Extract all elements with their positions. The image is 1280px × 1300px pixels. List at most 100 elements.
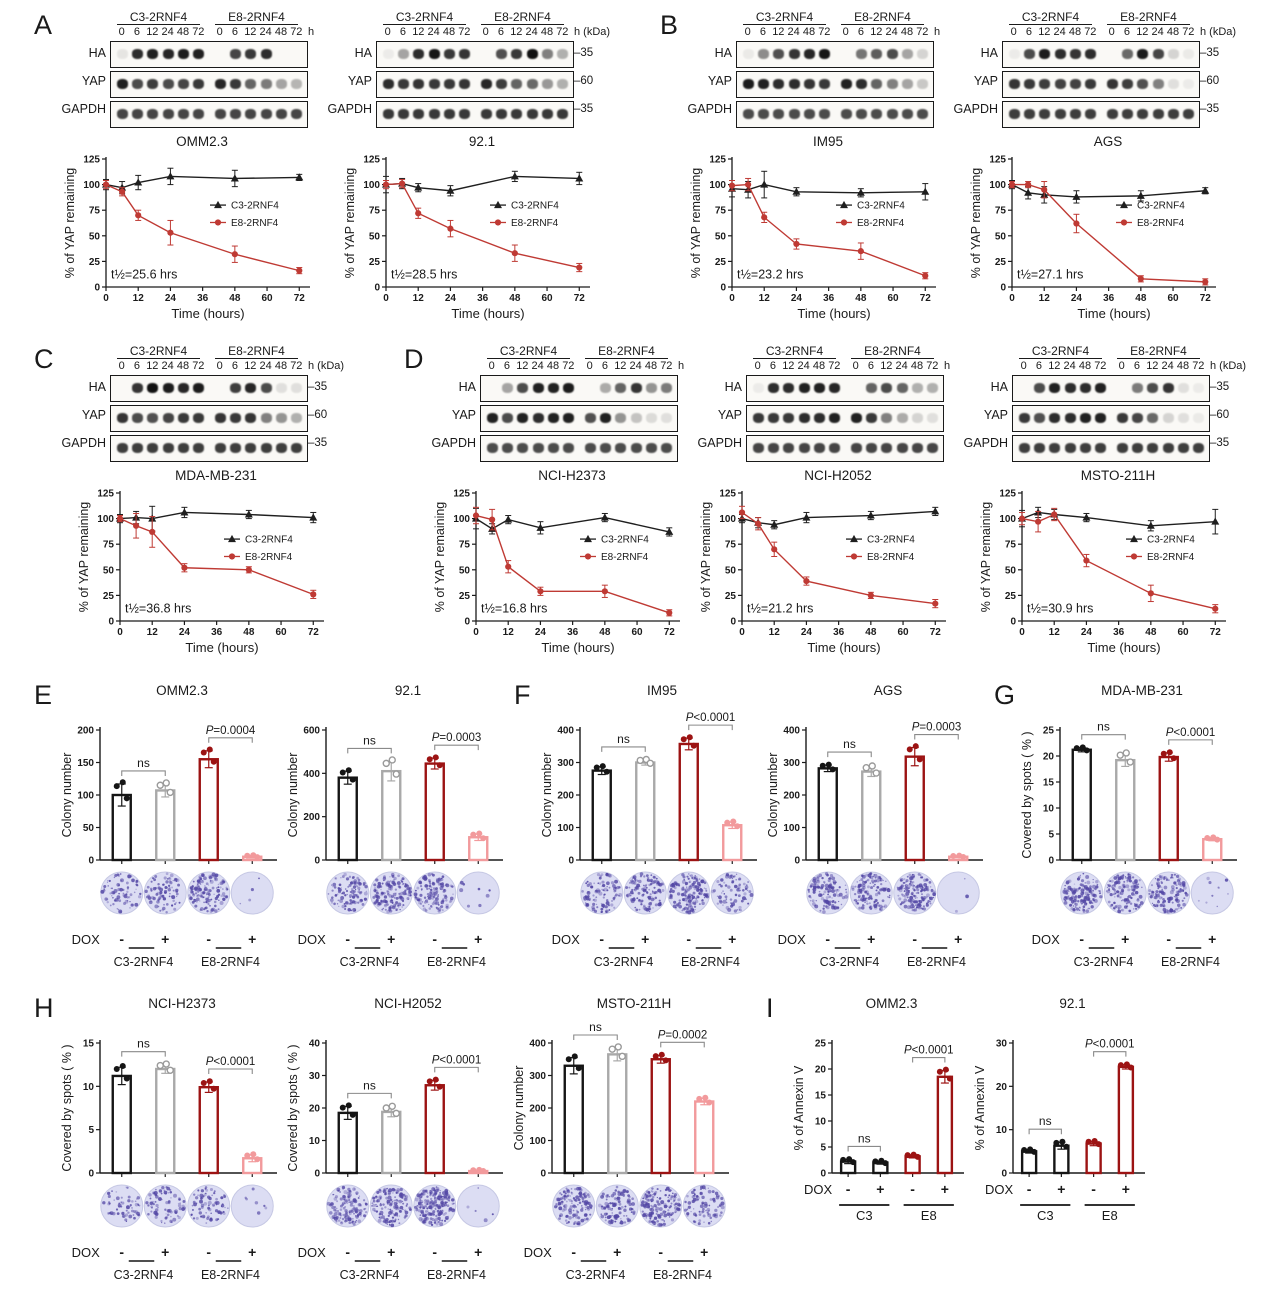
blot-strip: [1002, 71, 1200, 98]
svg-text:0: 0: [1010, 617, 1016, 628]
western-blot-graphic: HA YAP GAPDH C3-2RNF4 E8-2RNF4 0 6 12 24 48 72 0 6 12…: [326, 10, 614, 131]
cell-title: OMM2.3: [865, 996, 918, 1011]
svg-text:DOX: DOX: [524, 1245, 553, 1260]
svg-text:t½=27.1 hrs: t½=27.1 hrs: [1017, 268, 1083, 282]
panel-i: I OMM2.3 0 5 10 15 20 25 % of Annexin V ns P<0.0…: [766, 993, 1148, 1233]
svg-text:50: 50: [459, 565, 471, 576]
bar-plot: 0 5 10 15 Covered by spots ( % ) ns P<0.0001 DO…: [60, 1037, 277, 1282]
blot-timepoint: 0: [1118, 360, 1125, 372]
svg-text:50: 50: [103, 565, 115, 576]
blot-strip: [1012, 375, 1210, 402]
svg-text:C3-2RNF4: C3-2RNF4: [820, 955, 880, 969]
svg-text:25: 25: [725, 591, 737, 602]
blot-timepoint: 72: [192, 26, 205, 38]
decay-chart-mdamb231: 0 25 50 75 100 125 0 12 24 36 48 60 72 % of YAP remai…: [76, 485, 332, 662]
svg-text:ns: ns: [1097, 720, 1110, 734]
blot-timepoint: 24: [1063, 360, 1076, 372]
svg-text:24: 24: [179, 627, 191, 638]
svg-text:DOX: DOX: [72, 1245, 101, 1260]
blot-row-label: YAP: [81, 408, 106, 422]
svg-text:48: 48: [1145, 627, 1157, 638]
svg-text:% of YAP remaining: % of YAP remaining: [699, 502, 713, 613]
svg-text:25: 25: [815, 1039, 827, 1050]
svg-text:0: 0: [729, 293, 735, 304]
svg-text:E8-2RNF4: E8-2RNF4: [245, 552, 293, 563]
blot-timepoint: 48: [1176, 360, 1190, 372]
western-blot-graphic: HA YAP GAPDH C3-2RNF4 E8-2RNF4 0 6 12 24 48 72 0 6 12…: [686, 10, 946, 131]
svg-text:-: -: [1166, 931, 1171, 947]
blot-row-label: HA: [88, 380, 106, 394]
svg-text:125: 125: [363, 155, 380, 166]
svg-text:DOX: DOX: [985, 1182, 1014, 1197]
svg-text:50: 50: [369, 231, 381, 242]
svg-text:DOX: DOX: [72, 932, 101, 947]
panel-letter-d: D: [404, 344, 424, 374]
svg-text:C3-2RNF4: C3-2RNF4: [511, 201, 559, 212]
svg-text:400: 400: [557, 726, 574, 737]
svg-text:t½=23.2 hrs: t½=23.2 hrs: [737, 268, 803, 282]
svg-text:Colony number: Colony number: [512, 1066, 526, 1151]
svg-text:ns: ns: [858, 1131, 871, 1145]
blot-timepoint: 48: [274, 26, 288, 38]
svg-text:400: 400: [783, 726, 800, 737]
colony-dish: [100, 871, 144, 915]
svg-text:72: 72: [664, 627, 676, 638]
svg-text:60: 60: [631, 627, 643, 638]
blot-strip: [736, 101, 934, 128]
svg-text:+: +: [161, 1244, 169, 1260]
panel-g: G MDA-MB-231 0 5 10 15 20 25 Covered by spots …: [994, 680, 1240, 983]
blot-row-label: HA: [88, 46, 106, 60]
hours-unit-label: h (kDa): [308, 360, 345, 372]
svg-text:0: 0: [730, 617, 736, 628]
svg-text:t½=25.6 hrs: t½=25.6 hrs: [111, 268, 177, 282]
svg-text:-: -: [206, 1244, 211, 1260]
svg-text:100: 100: [83, 180, 100, 191]
svg-text:-: -: [912, 931, 917, 947]
svg-text:300: 300: [557, 758, 574, 769]
blot-strip: [1002, 101, 1200, 128]
svg-text:C3-2RNF4: C3-2RNF4: [601, 535, 649, 546]
svg-text:150: 150: [77, 758, 94, 769]
svg-text:48: 48: [229, 293, 241, 304]
svg-text:+: +: [387, 1244, 395, 1260]
svg-text:+: +: [613, 1244, 621, 1260]
panel-h: H NCI-H2373 0 5 10 15 Covered by spots ( % )…: [34, 993, 732, 1296]
svg-text:125: 125: [83, 155, 100, 166]
row-1: A HA YAP GAPDH C3-2RNF4 E8-2RNF4 0 6 12 24 48 72 0 6…: [34, 10, 1280, 328]
blot-timepoint: 48: [176, 360, 190, 372]
svg-text:25: 25: [369, 257, 381, 268]
svg-text:36: 36: [477, 293, 489, 304]
blot-timepoint: 6: [601, 360, 609, 372]
svg-text:E8-2RNF4: E8-2RNF4: [681, 955, 740, 969]
blot-strip: [1012, 405, 1210, 432]
svg-text:24: 24: [801, 627, 813, 638]
blot-timepoint: 6: [133, 26, 141, 38]
blot-strip: [376, 41, 574, 68]
blot-timepoint: 24: [161, 360, 174, 372]
svg-text:60: 60: [541, 293, 553, 304]
svg-text:t½=30.9 hrs: t½=30.9 hrs: [1027, 602, 1093, 616]
row-3: E OMM2.3 0 50 100 150 200 Colony number ns P=0.…: [34, 680, 1280, 983]
svg-text:48: 48: [509, 293, 521, 304]
svg-text:C3-2RNF4: C3-2RNF4: [867, 535, 915, 546]
blot-timepoint: 24: [797, 360, 810, 372]
svg-text:P<0.0001: P<0.0001: [1085, 1039, 1135, 1051]
blot-row-label: YAP: [81, 74, 106, 88]
kda-mark: [934, 97, 946, 125]
panel-letter-e: E: [34, 680, 53, 710]
blot-timepoint: 72: [1084, 26, 1097, 38]
svg-text:48: 48: [855, 293, 867, 304]
svg-text:5: 5: [820, 1143, 826, 1154]
cell-title: NCI-H2373: [538, 468, 606, 483]
blot-row-label: GAPDH: [687, 102, 732, 116]
panel-letter-h: H: [34, 993, 54, 1023]
svg-text:400: 400: [303, 769, 320, 780]
decay-chart-921: 0 25 50 75 100 125 0 12 24 36 48 60 72 % of YAP remai…: [342, 151, 598, 328]
svg-text:Time (hours): Time (hours): [541, 640, 614, 655]
svg-text:12: 12: [1049, 627, 1061, 638]
svg-text:+: +: [1057, 1181, 1065, 1197]
blot-group-label: E8-2RNF4: [841, 10, 924, 25]
svg-text:24: 24: [1081, 627, 1093, 638]
svg-text:ns: ns: [1039, 1114, 1052, 1128]
